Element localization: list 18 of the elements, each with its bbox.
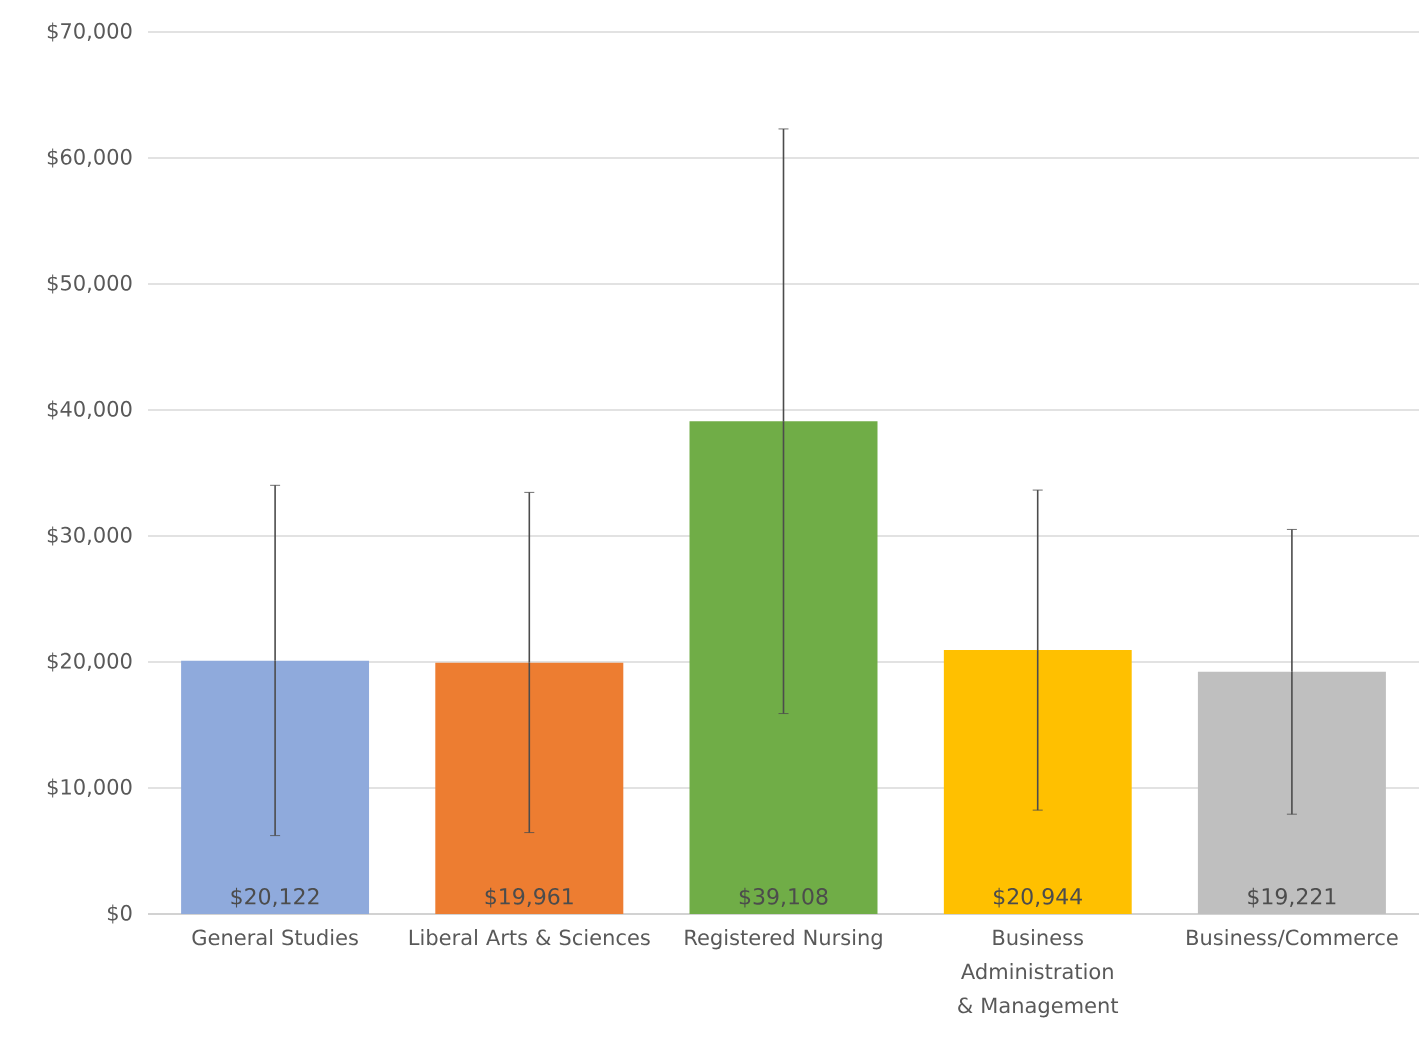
data-label: $19,221	[1248, 887, 1336, 908]
x-tick-label: Liberal Arts & Sciences	[409, 929, 650, 946]
y-tick-label: $70,000	[47, 22, 132, 42]
y-tick-label: $0	[107, 904, 132, 924]
x-tick-label: General Studies	[192, 929, 358, 946]
data-label: $39,108	[739, 887, 828, 908]
y-tick-label: $10,000	[47, 778, 132, 798]
x-tick-label: Business Administration & Management	[958, 929, 1119, 1018]
y-tick-label: $60,000	[47, 148, 132, 168]
data-label: $19,961	[485, 887, 573, 908]
y-tick-label: $40,000	[47, 400, 132, 420]
data-label: $20,944	[994, 887, 1082, 908]
y-tick-label: $20,000	[47, 652, 132, 672]
x-tick-label: Registered Nursing	[685, 929, 882, 950]
y-tick-label: $50,000	[47, 274, 132, 294]
y-tick-label: $30,000	[47, 526, 132, 546]
x-tick-label: Business/Commerce	[1187, 929, 1398, 947]
data-label: $20,122	[231, 887, 319, 908]
